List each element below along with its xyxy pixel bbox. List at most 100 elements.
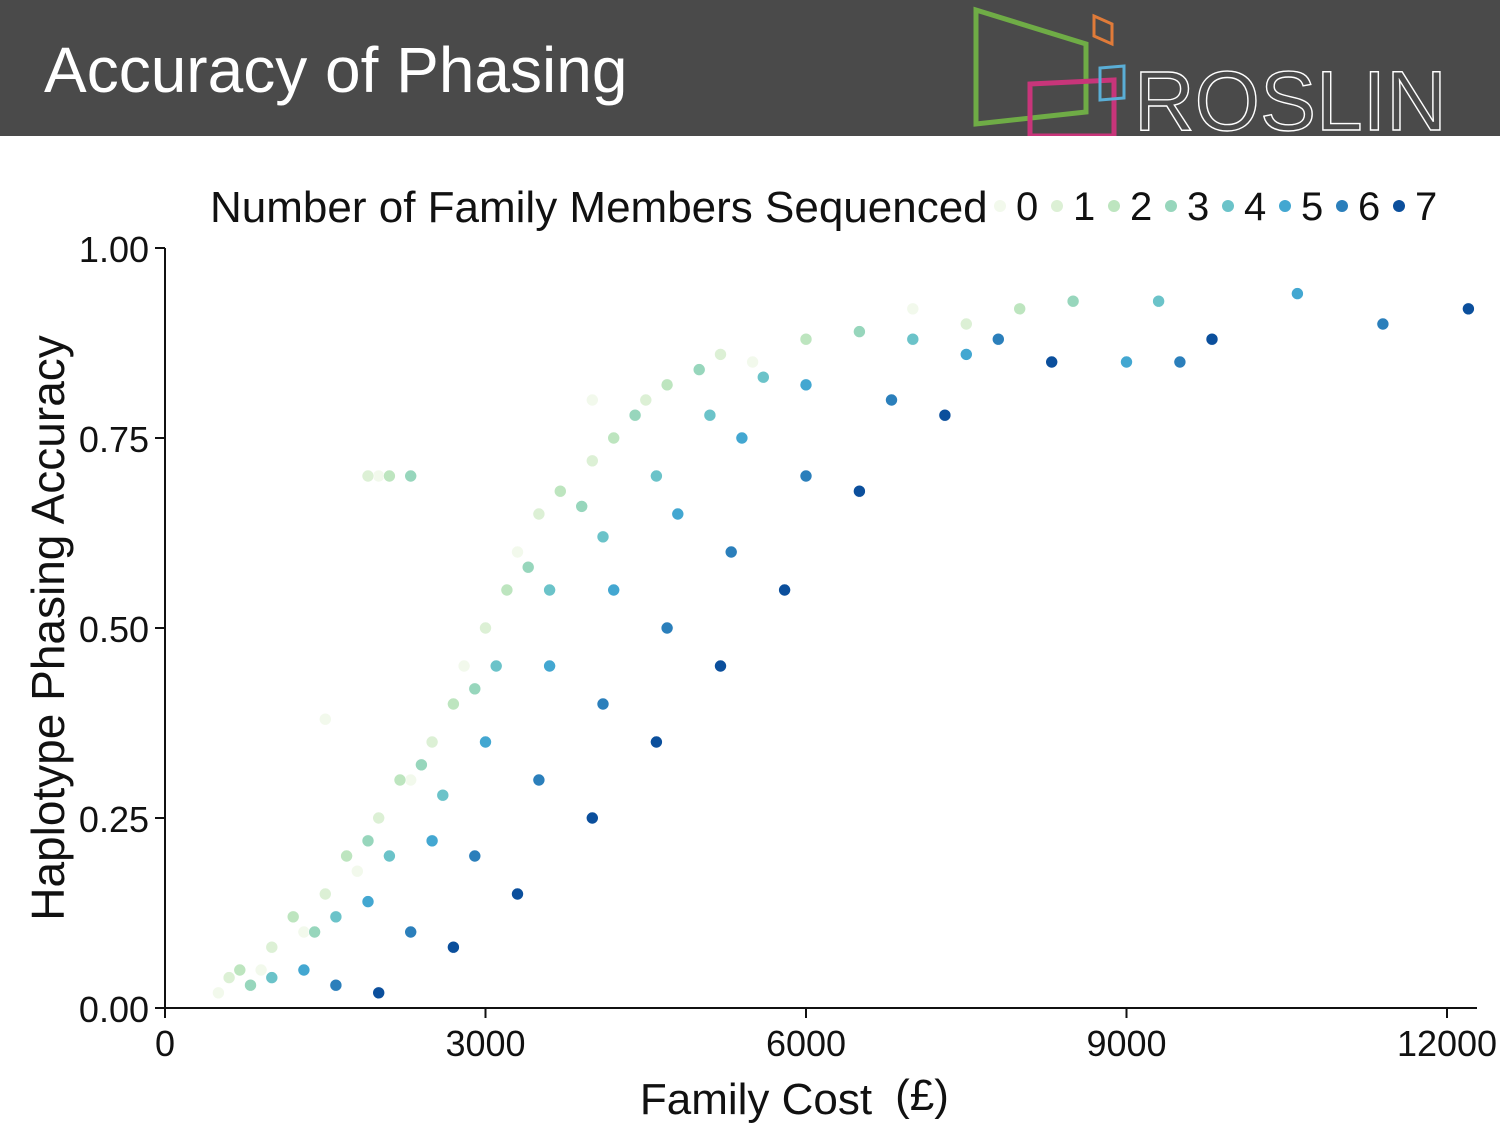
legend-label: 0	[1016, 185, 1038, 229]
legend-label: 5	[1301, 185, 1323, 229]
scatter-point	[297, 963, 311, 977]
y-ticks: 0.00 0.25 0.50 0.75 1.00	[79, 229, 165, 1030]
scatter-point	[361, 895, 375, 908]
legend-marker	[1165, 200, 1177, 212]
scatter-point	[372, 469, 386, 483]
scatter-point	[404, 469, 418, 483]
legend-label: 3	[1187, 185, 1209, 229]
scatter-point	[383, 849, 396, 863]
scatter-point	[1291, 287, 1304, 300]
scatter-point	[714, 348, 727, 361]
legend-label: 7	[1415, 185, 1437, 229]
scatter-point	[265, 971, 279, 984]
x-tick-label: 6000	[766, 1023, 846, 1064]
scatter-point	[853, 484, 866, 498]
legend-label: 1	[1073, 185, 1095, 229]
scatter-point	[756, 370, 770, 384]
scatter-point	[596, 530, 610, 544]
scatter-point	[489, 659, 503, 673]
y-axis-label: Haplotype Phasing Accuracy	[22, 335, 74, 921]
scatter-point	[671, 507, 685, 521]
scatter-point	[799, 469, 813, 483]
scatter-point	[233, 963, 247, 977]
scatter-point	[350, 864, 364, 878]
scatter-point	[885, 393, 898, 407]
scatter-point	[457, 659, 471, 673]
scatter-point	[1013, 302, 1027, 316]
legend-label: 2	[1130, 185, 1152, 229]
legend-marker	[1336, 200, 1348, 212]
scatter-point	[660, 378, 674, 392]
scatter-point	[1152, 294, 1165, 308]
scatter-point	[991, 332, 1005, 346]
scatter-point	[585, 454, 599, 468]
scatter-point	[521, 560, 535, 574]
legend-marker	[1051, 200, 1063, 212]
y-tick-label: 1.00	[79, 229, 149, 270]
scatter-point	[938, 408, 952, 422]
scatter-point	[585, 811, 599, 825]
scatter-point	[329, 910, 343, 924]
legend-marker	[1222, 200, 1234, 212]
scatter-point	[318, 712, 332, 726]
scatter-point	[479, 621, 492, 635]
y-tick-label: 0.50	[79, 609, 149, 650]
scatter-point	[361, 469, 375, 483]
scatter-point	[959, 348, 973, 361]
scatter-point	[511, 887, 524, 901]
scatter-point	[286, 910, 300, 924]
scatter-point	[1045, 355, 1058, 369]
scatter-point	[596, 697, 610, 711]
scatter-point	[425, 834, 439, 848]
scatter-point	[799, 378, 813, 392]
logo-text: ROSLIN	[1134, 54, 1447, 136]
scatter-point	[692, 363, 706, 376]
legend-title: Number of Family Members Sequenced	[210, 183, 988, 232]
scatter-point	[404, 925, 418, 939]
scatter-point	[468, 849, 482, 863]
slide-title: Accuracy of Phasing	[44, 34, 628, 106]
scatter-point	[329, 978, 343, 992]
scatter-point	[511, 545, 524, 559]
legend-marker	[1108, 200, 1120, 212]
scatter-point	[714, 659, 727, 673]
scatter-point	[468, 682, 482, 696]
scatter-point	[1173, 355, 1187, 369]
scatter-point	[575, 500, 589, 513]
scatter-point	[297, 925, 311, 939]
scatter-point	[254, 963, 268, 977]
scatter-point	[393, 773, 407, 787]
scatter-point	[372, 986, 386, 1000]
scatter-point	[607, 431, 621, 445]
scatter-point	[778, 583, 791, 597]
scatter-point	[703, 408, 717, 422]
scatter-point	[479, 735, 492, 749]
scatter-point	[447, 940, 460, 954]
scatter-point	[735, 431, 749, 445]
scatter-point	[1120, 355, 1133, 369]
legend-label: 4	[1244, 185, 1266, 229]
data-points	[212, 287, 1475, 1000]
scatter-point	[308, 925, 321, 939]
scatter-point	[543, 583, 556, 597]
y-tick-label: 0.75	[79, 419, 149, 460]
scatter-point	[500, 583, 514, 597]
scatter-point	[959, 317, 973, 331]
title-banner: Accuracy of Phasing ROSLIN	[0, 0, 1500, 136]
scatter-point	[543, 659, 556, 673]
scatter-point	[1462, 302, 1475, 316]
legend-marker	[1279, 200, 1291, 212]
scatter-point	[660, 621, 674, 635]
scatter-point	[585, 393, 599, 407]
y-tick-label: 0.00	[79, 989, 149, 1030]
scatter-point	[404, 773, 418, 787]
scatter-point	[212, 986, 225, 1000]
scatter-point	[383, 469, 396, 483]
scatter-point	[222, 971, 236, 984]
scatter-point	[650, 735, 663, 749]
scatter-point	[853, 325, 866, 338]
legend-marker	[1393, 200, 1405, 212]
scatter-point	[532, 773, 546, 787]
